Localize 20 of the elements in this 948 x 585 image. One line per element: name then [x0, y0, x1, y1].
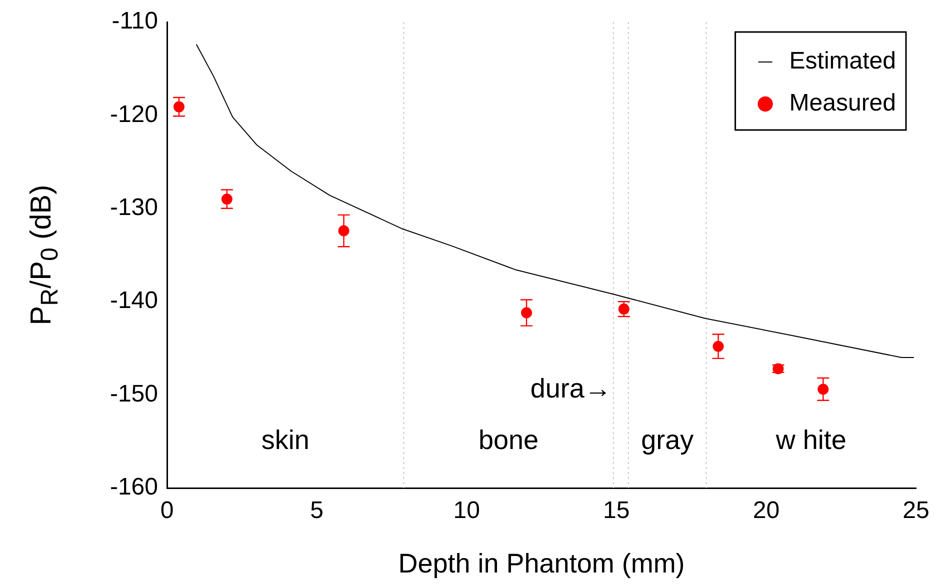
legend-label: Measured	[789, 90, 896, 117]
y-tick-label: -110	[112, 8, 158, 35]
x-tick-label: 20	[752, 497, 780, 524]
ref-line-label: dura→	[530, 374, 612, 404]
y-tick-label: -160	[110, 474, 158, 501]
x-tick-label: 5	[310, 497, 324, 524]
annotation: gray	[641, 424, 694, 455]
x-tick-label: 0	[160, 497, 174, 524]
y-tick-label: -150	[110, 380, 158, 408]
x-tick-label: 15	[603, 497, 630, 524]
x-tick-label: 10	[453, 497, 480, 524]
x-tick-label: 25	[902, 497, 930, 524]
y-tick-label: -130	[110, 194, 158, 222]
y-tick-label: -140	[110, 287, 158, 314]
y-tick-label: -120	[110, 100, 158, 128]
annotation: skin	[261, 424, 310, 455]
x-axis-title: Depth in Phantom (mm)	[398, 548, 685, 578]
annotation: w hite	[774, 424, 846, 455]
annotation: bone	[478, 424, 539, 455]
legend-label: Estimated	[789, 48, 896, 75]
